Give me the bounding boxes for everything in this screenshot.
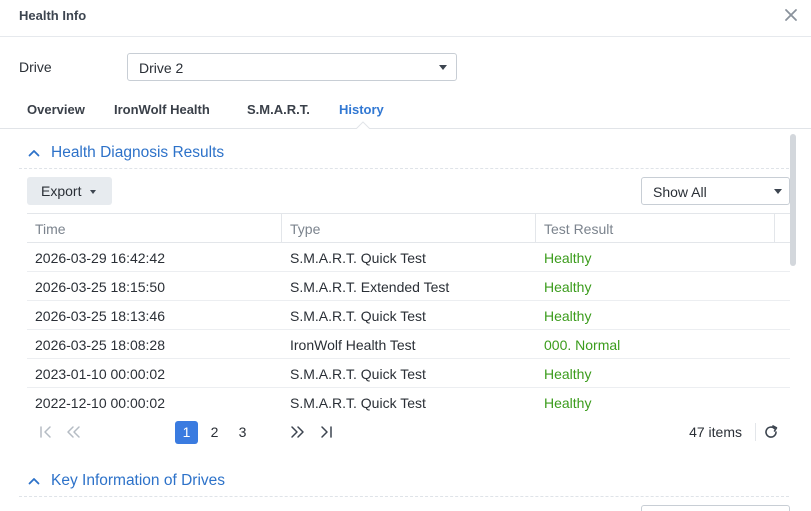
refresh-icon[interactable]: [763, 424, 779, 440]
column-header-type[interactable]: Type: [282, 214, 536, 243]
cell-result: Healthy: [544, 395, 592, 411]
chevron-up-icon: [28, 150, 40, 157]
export-button[interactable]: Export: [27, 177, 112, 205]
cell-type: S.M.A.R.T. Quick Test: [290, 395, 426, 411]
cell-type: S.M.A.R.T. Quick Test: [290, 308, 426, 324]
export-button-label: Export: [41, 183, 82, 199]
chevron-down-icon: [774, 189, 782, 194]
item-count: 47 items: [689, 424, 742, 440]
chevron-down-icon: [90, 190, 96, 194]
table-row[interactable]: 2022-12-10 00:00:02 S.M.A.R.T. Quick Tes…: [27, 388, 790, 417]
tab-overview[interactable]: Overview: [27, 102, 85, 117]
cell-result: Healthy: [544, 366, 592, 382]
window-title: Health Info: [19, 8, 87, 23]
tab-bar: Overview IronWolf Health S.M.A.R.T. Hist…: [0, 92, 811, 129]
drive-label: Drive: [19, 59, 52, 75]
pagination-bar: 1 2 3 47 items: [27, 417, 790, 446]
cell-time: 2026-03-25 18:08:28: [35, 337, 165, 353]
column-header-time[interactable]: Time: [27, 214, 282, 243]
cell-time: 2026-03-25 18:15:50: [35, 279, 165, 295]
drive-select-partial[interactable]: [641, 505, 790, 511]
cell-time: 2026-03-25 18:13:46: [35, 308, 165, 324]
drive-select[interactable]: Drive 2: [127, 53, 457, 81]
cell-time: 2022-12-10 00:00:02: [35, 395, 165, 411]
section-title: Key Information of Drives: [51, 472, 226, 489]
filter-select-value: Show All: [653, 184, 707, 200]
cell-type: IronWolf Health Test: [290, 337, 416, 353]
tab-smart[interactable]: S.M.A.R.T.: [247, 102, 310, 117]
filter-select[interactable]: Show All: [641, 177, 790, 205]
divider: [755, 423, 756, 441]
active-tab-indicator: [356, 121, 370, 129]
chevron-up-icon: [28, 478, 40, 485]
section-header-key-information[interactable]: Key Information of Drives: [19, 467, 789, 497]
section-title: Health Diagnosis Results: [51, 144, 225, 161]
table-row[interactable]: 2023-01-10 00:00:02 S.M.A.R.T. Quick Tes…: [27, 359, 790, 388]
cell-type: S.M.A.R.T. Extended Test: [290, 279, 450, 295]
tab-history[interactable]: History: [339, 102, 384, 117]
section-header-health-diagnosis[interactable]: Health Diagnosis Results: [19, 139, 789, 169]
table-header: Time Type Test Result: [27, 214, 790, 243]
history-table: Time Type Test Result 2026-03-29 16:42:4…: [27, 213, 790, 446]
last-page-icon[interactable]: [318, 424, 334, 440]
cell-type: S.M.A.R.T. Quick Test: [290, 250, 426, 266]
title-bar: Health Info: [0, 0, 811, 37]
column-header-test-result[interactable]: Test Result: [536, 214, 775, 243]
cell-time: 2026-03-29 16:42:42: [35, 250, 165, 266]
table-row[interactable]: 2026-03-25 18:15:50 S.M.A.R.T. Extended …: [27, 272, 790, 301]
chevron-down-icon: [439, 65, 447, 70]
drive-select-value: Drive 2: [139, 60, 184, 76]
cell-result: 000. Normal: [544, 337, 621, 353]
first-page-icon[interactable]: [38, 424, 54, 440]
close-icon[interactable]: [783, 7, 799, 23]
page-button-1[interactable]: 1: [175, 421, 198, 444]
cell-time: 2023-01-10 00:00:02: [35, 366, 165, 382]
page-button-3[interactable]: 3: [238, 424, 247, 440]
previous-page-icon[interactable]: [65, 424, 81, 440]
scrollbar-thumb[interactable]: [790, 134, 796, 266]
cell-result: Healthy: [544, 308, 592, 324]
page-button-2[interactable]: 2: [210, 424, 219, 440]
table-row[interactable]: 2026-03-29 16:42:42 S.M.A.R.T. Quick Tes…: [27, 243, 790, 272]
next-page-icon[interactable]: [290, 424, 306, 440]
cell-result: Healthy: [544, 279, 592, 295]
cell-result: Healthy: [544, 250, 592, 266]
table-row[interactable]: 2026-03-25 18:08:28 IronWolf Health Test…: [27, 330, 790, 359]
tab-ironwolf-health[interactable]: IronWolf Health: [114, 102, 210, 117]
table-row[interactable]: 2026-03-25 18:13:46 S.M.A.R.T. Quick Tes…: [27, 301, 790, 330]
cell-type: S.M.A.R.T. Quick Test: [290, 366, 426, 382]
